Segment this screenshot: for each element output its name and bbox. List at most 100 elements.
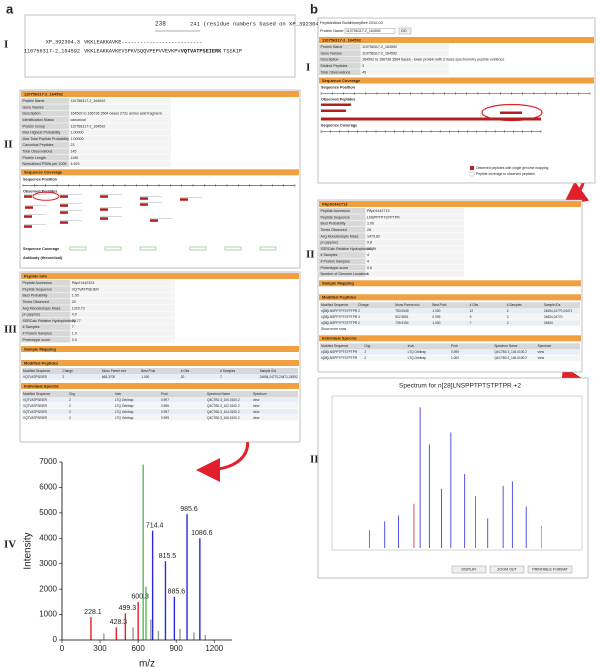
value-cell — [70, 317, 175, 324]
label: 1 — [367, 272, 369, 276]
label-cell — [319, 226, 366, 233]
label: Total Observations — [23, 150, 53, 154]
section-title: Sequence Coverage — [24, 170, 63, 175]
label: 0.6 — [367, 266, 372, 270]
button[interactable] — [398, 27, 412, 35]
label: Sample IDs — [544, 303, 561, 307]
label: 24654,24770,24471,24592 — [260, 375, 298, 379]
section-title: Individual Spectra — [24, 383, 59, 388]
value-cell — [365, 258, 465, 265]
button[interactable] — [489, 565, 525, 574]
panel-frame — [24, 14, 296, 78]
section-title: Sample Mapping — [322, 281, 354, 286]
y-tick-label: 6000 — [39, 483, 57, 492]
label: Protein Group — [23, 124, 45, 128]
label: Best Prob — [432, 303, 446, 307]
label: PeptideAtlas Build: — [320, 21, 352, 25]
section-title: Peptide Info — [24, 273, 47, 278]
label-cell — [21, 330, 71, 337]
label: 12 — [470, 309, 474, 313]
button[interactable] — [451, 565, 487, 574]
panel-frame — [317, 17, 596, 184]
sequence-name: XP_392304.3 — [46, 39, 80, 45]
coverage-box — [139, 246, 157, 251]
button-label: PRINTABLE FORMAT — [532, 567, 568, 571]
label: Number of Genome Locations — [321, 272, 369, 276]
label: Spectrum Name — [494, 344, 517, 348]
label: 110756317-2_164592 — [362, 45, 397, 49]
label: LNSPPTPTSTPTPR — [367, 215, 400, 219]
label-cell — [319, 239, 366, 246]
table-row — [22, 403, 298, 409]
peptide-box — [140, 203, 148, 206]
y-tick-label: 5000 — [39, 508, 57, 517]
label: n[28]LNSPPTPTSTPTPR — [321, 350, 358, 354]
label: 24654,24770,24471 — [544, 309, 573, 313]
value-cell — [69, 148, 171, 155]
label-cell — [21, 311, 71, 318]
label: 1.00000 — [71, 137, 84, 141]
label: Best Probability — [321, 222, 346, 226]
peak-label: 600.3 — [131, 594, 149, 601]
label: canonical — [71, 118, 86, 122]
section-title: 110756317-2_164592 — [24, 91, 64, 96]
label-cell — [319, 56, 361, 63]
value-cell — [365, 271, 465, 277]
label: 3 — [362, 64, 364, 68]
label-cell — [21, 116, 69, 123]
peptide-box — [100, 195, 108, 198]
peptide-box — [60, 204, 68, 207]
table-row — [320, 349, 580, 355]
label: view — [253, 404, 260, 408]
label: 24654,24770 — [544, 315, 563, 319]
label: Chg — [69, 392, 75, 396]
label: 2 — [69, 398, 71, 402]
value-cell — [70, 292, 175, 299]
label: 1.000 — [141, 375, 149, 379]
label: Gene Names — [321, 51, 342, 55]
label-cell — [319, 69, 361, 75]
value-cell — [360, 50, 449, 57]
label: Max Total Peptide Probability — [23, 137, 69, 141]
label-cell — [319, 220, 366, 227]
legend-swatch — [469, 165, 475, 171]
label: 1479.82 — [367, 234, 380, 238]
peptide-box — [500, 111, 522, 114]
label-cell — [319, 208, 366, 214]
label: PAp01442324 — [72, 281, 95, 285]
label: Normalized PSMs per 100K — [23, 162, 68, 166]
label: 4 — [367, 253, 369, 257]
label: Peptide coverage to observed peptides — [476, 172, 535, 176]
label-cell — [21, 98, 69, 104]
table-header — [22, 368, 298, 374]
label: Avg Monoisotopic Mass — [23, 306, 61, 310]
label: view — [253, 410, 260, 414]
roman-label: II — [306, 249, 315, 261]
value-cell — [365, 264, 465, 271]
label: Description — [23, 112, 41, 116]
label: Q4C7B0.3_100.0100.2 — [207, 398, 240, 402]
label: 2 — [507, 315, 509, 319]
coverage-box — [189, 246, 207, 251]
label: 1.000 — [451, 356, 459, 360]
label: GO — [401, 29, 407, 33]
label: 20 — [181, 375, 185, 379]
label: HoneyBee 2010-03 — [350, 21, 383, 25]
label: 28 — [367, 228, 371, 232]
y-tick-label: 0 — [53, 635, 58, 644]
label: 1.00 — [367, 222, 374, 226]
label: # Samples — [321, 253, 338, 257]
label: 502.9591 — [395, 315, 409, 319]
table-row — [320, 355, 580, 361]
label: Observed Peptides — [321, 98, 355, 102]
value-cell — [69, 161, 171, 167]
button[interactable] — [527, 565, 573, 574]
label: Sequence Coverage — [321, 124, 357, 128]
section-header — [21, 91, 299, 97]
label: Canonical Peptides — [23, 143, 54, 147]
label-cell — [21, 123, 69, 129]
label: Identification Status — [23, 118, 55, 122]
label: Charge — [62, 369, 73, 373]
x-tick-label: 600 — [131, 644, 145, 653]
label: VQTVATPSEIER — [23, 375, 48, 379]
